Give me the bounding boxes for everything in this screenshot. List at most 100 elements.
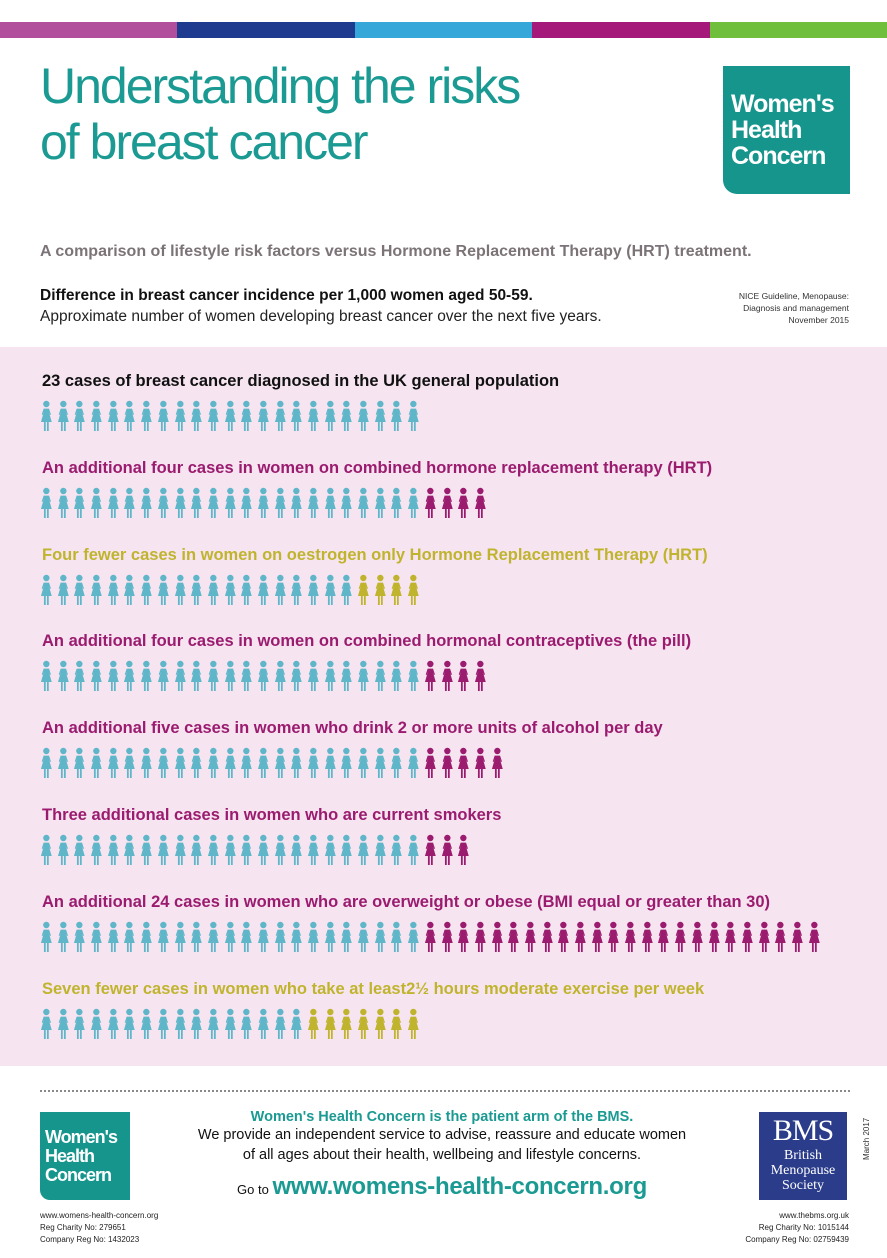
woman-icon	[138, 574, 155, 608]
woman-icon-additional	[722, 921, 739, 955]
woman-icon	[255, 834, 272, 868]
whc-registration: www.womens-health-concern.org Reg Charit…	[40, 1210, 158, 1246]
woman-icon-additional	[422, 834, 439, 868]
woman-icon-fewer	[388, 1008, 405, 1042]
woman-icon	[338, 921, 355, 955]
woman-icon	[372, 747, 389, 781]
woman-icon	[222, 660, 239, 694]
woman-icon-fewer	[388, 574, 405, 608]
woman-icon	[88, 487, 105, 521]
woman-icon	[372, 400, 389, 434]
woman-icon	[121, 660, 138, 694]
woman-icon	[222, 574, 239, 608]
woman-icon-additional	[455, 747, 472, 781]
whc-website[interactable]: www.womens-health-concern.org	[40, 1211, 159, 1220]
page-title: Understanding the risks of breast cancer	[40, 58, 660, 170]
woman-icon-additional	[455, 660, 472, 694]
woman-icon-additional	[772, 921, 789, 955]
woman-icon	[88, 400, 105, 434]
woman-icon	[205, 921, 222, 955]
woman-icon	[305, 921, 322, 955]
row-label-7: An additional 24 cases in women who are …	[42, 892, 771, 911]
woman-icon	[155, 747, 172, 781]
woman-icon	[38, 487, 55, 521]
title-line-2: of breast cancer	[40, 114, 369, 170]
woman-icon	[405, 834, 422, 868]
woman-icon	[188, 660, 205, 694]
woman-icon-additional	[472, 660, 489, 694]
woman-icon	[138, 921, 155, 955]
woman-icon	[172, 921, 189, 955]
woman-icon	[155, 574, 172, 608]
woman-icon	[388, 400, 405, 434]
footer-text-line-1: We provide an independent service to adv…	[197, 1127, 687, 1143]
footer-text-line-2: of all ages about their health, wellbein…	[242, 1147, 642, 1163]
woman-icon	[88, 574, 105, 608]
woman-icon	[405, 921, 422, 955]
subtitle: A comparison of lifestyle risk factors v…	[40, 243, 752, 260]
whc-company-no: Company Reg No: 1432023	[40, 1235, 140, 1244]
woman-icon-additional	[639, 921, 656, 955]
woman-icon	[338, 487, 355, 521]
woman-icon-additional	[489, 921, 506, 955]
woman-icon	[338, 747, 355, 781]
woman-icon-additional	[455, 921, 472, 955]
woman-icon	[405, 660, 422, 694]
bms-website[interactable]: www.thebms.org.uk	[779, 1211, 849, 1220]
woman-icon	[238, 574, 255, 608]
woman-icon	[238, 660, 255, 694]
woman-icon	[305, 660, 322, 694]
woman-icon	[372, 660, 389, 694]
woman-icon-additional	[555, 921, 572, 955]
woman-icon	[272, 487, 289, 521]
woman-icon	[322, 834, 339, 868]
woman-icon	[172, 747, 189, 781]
bms-name-line-3: Society	[782, 1178, 824, 1193]
woman-icon	[105, 487, 122, 521]
woman-icon	[388, 487, 405, 521]
woman-icon	[138, 660, 155, 694]
woman-icon	[121, 834, 138, 868]
woman-icon	[305, 747, 322, 781]
woman-icon	[188, 574, 205, 608]
bms-logo: BMS British Menopause Society	[759, 1112, 847, 1200]
woman-icon	[322, 747, 339, 781]
woman-icon	[155, 660, 172, 694]
woman-icon	[222, 747, 239, 781]
woman-icon-additional	[672, 921, 689, 955]
woman-icon	[55, 921, 72, 955]
stripe-segment-4	[532, 22, 710, 38]
woman-icon-additional	[439, 747, 456, 781]
woman-icon	[105, 1008, 122, 1042]
woman-icon	[272, 747, 289, 781]
womens-health-concern-logo: Women's Health Concern	[723, 66, 850, 194]
woman-icon	[322, 487, 339, 521]
woman-icon	[338, 660, 355, 694]
woman-icon	[71, 1008, 88, 1042]
woman-icon	[355, 487, 372, 521]
woman-icon	[222, 400, 239, 434]
woman-icon	[138, 834, 155, 868]
woman-icon	[188, 1008, 205, 1042]
nice-ref-line-2: Diagnosis and management	[743, 303, 849, 313]
woman-icon-fewer	[355, 1008, 372, 1042]
woman-icon	[55, 400, 72, 434]
logo-line-2: Health	[731, 116, 802, 144]
title-line-1: Understanding the risks	[40, 58, 521, 114]
dotted-divider	[40, 1090, 850, 1092]
woman-icon	[222, 1008, 239, 1042]
whc-charity-no: Reg Charity No: 279651	[40, 1223, 126, 1232]
woman-icon-additional	[539, 921, 556, 955]
woman-icon	[105, 574, 122, 608]
woman-icon	[338, 400, 355, 434]
woman-icon	[355, 747, 372, 781]
woman-icon	[155, 1008, 172, 1042]
website-link[interactable]: www.womens-health-concern.org	[272, 1173, 647, 1200]
woman-icon	[71, 834, 88, 868]
woman-icon-additional	[489, 747, 506, 781]
woman-icon-additional	[422, 660, 439, 694]
woman-icon	[88, 921, 105, 955]
woman-icon	[355, 660, 372, 694]
woman-icon	[188, 921, 205, 955]
woman-icon-additional	[422, 487, 439, 521]
